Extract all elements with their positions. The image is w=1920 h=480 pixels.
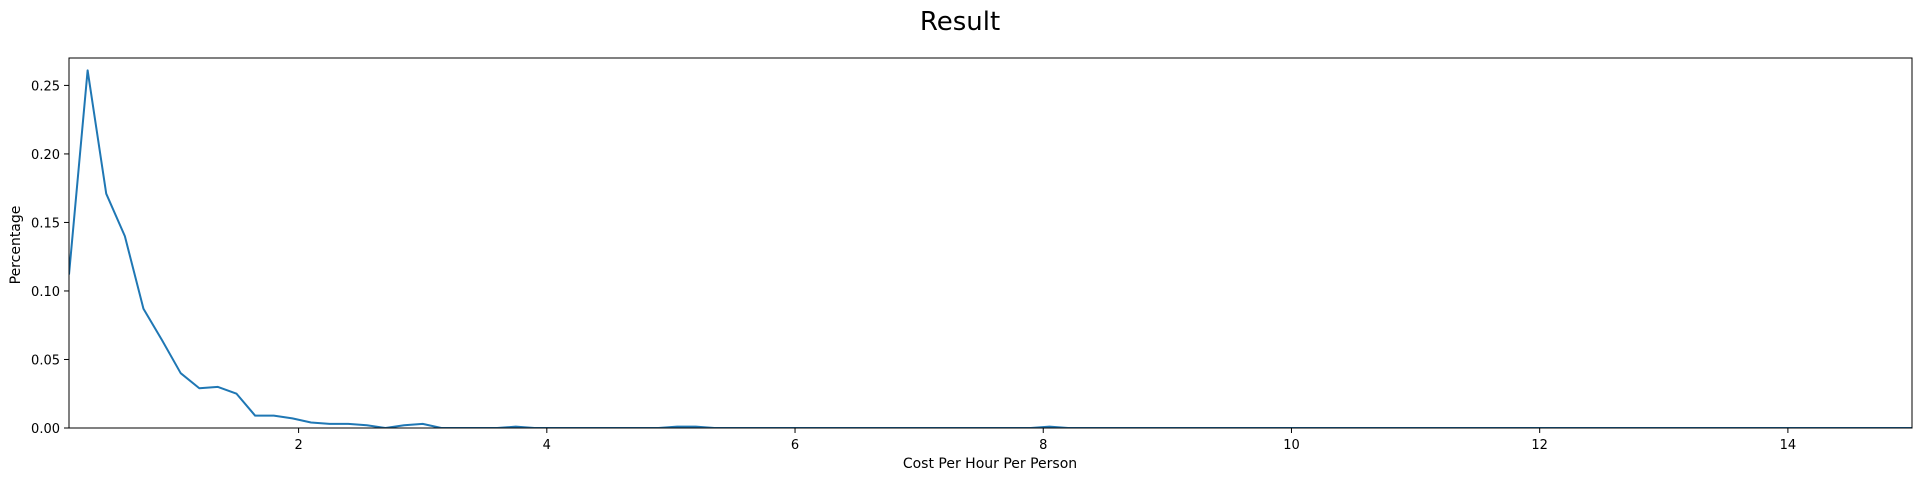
x-tick-label: 12: [1531, 438, 1548, 453]
y-tick-label: 0.05: [31, 353, 60, 368]
y-tick-label: 0.00: [31, 422, 60, 437]
series-line: [69, 69, 1912, 428]
y-axis: 0.00 0.05 0.10 0.15 0.20 0.25: [31, 79, 69, 437]
x-tick-label: 10: [1283, 438, 1300, 453]
x-tick-label: 4: [543, 438, 551, 453]
x-axis-label: Cost Per Hour Per Person: [903, 456, 1077, 472]
plot-frame: [68, 57, 1913, 429]
x-tick-label: 2: [294, 438, 302, 453]
x-tick-label: 8: [1039, 438, 1047, 453]
y-tick-label: 0.15: [31, 216, 60, 231]
x-tick-label: 6: [791, 438, 799, 453]
x-axis: 2 4 6 8 10 12 14: [294, 428, 1796, 453]
y-tick-label: 0.10: [31, 285, 60, 300]
y-axis-label: Percentage: [8, 206, 24, 285]
plot-area: [69, 69, 1912, 428]
chart-title: Result: [920, 7, 1000, 37]
y-tick-label: 0.20: [31, 148, 60, 163]
y-tick-label: 0.25: [31, 79, 60, 94]
x-tick-label: 14: [1780, 438, 1797, 453]
